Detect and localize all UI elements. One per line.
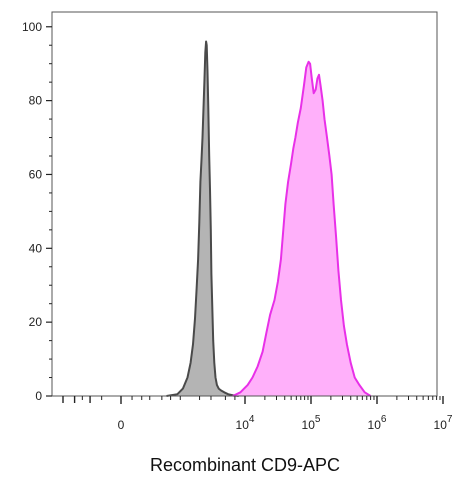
y-tick-label-60: 60 xyxy=(29,167,43,181)
x-tick-label-10000: 104 xyxy=(236,414,255,432)
x-tick-label-1000000: 106 xyxy=(368,414,387,432)
y-tick-label-0: 0 xyxy=(35,389,42,403)
histogram-outline-2 xyxy=(232,60,372,397)
y-tick-label-40: 40 xyxy=(29,241,43,255)
x-tick-label-10000000: 107 xyxy=(434,414,453,432)
y-tick-label-100: 100 xyxy=(22,20,42,34)
y-tick-label-20: 20 xyxy=(29,315,43,329)
x-axis-label: Recombinant CD9-APC xyxy=(150,455,340,475)
x-tick-label-100000: 105 xyxy=(302,414,321,432)
x-tick-label-0: 0 xyxy=(118,418,125,432)
histogram-fill-1 xyxy=(166,41,239,396)
histogram-outline-1 xyxy=(166,40,239,397)
series-layer xyxy=(166,40,372,397)
plot-frame xyxy=(51,11,438,397)
histogram-fill-2 xyxy=(232,61,371,397)
x-axis: 0 104 105 106 107 xyxy=(62,396,453,432)
y-axis: 0 20 40 60 80 100 xyxy=(22,20,52,403)
y-tick-label-80: 80 xyxy=(29,94,43,108)
